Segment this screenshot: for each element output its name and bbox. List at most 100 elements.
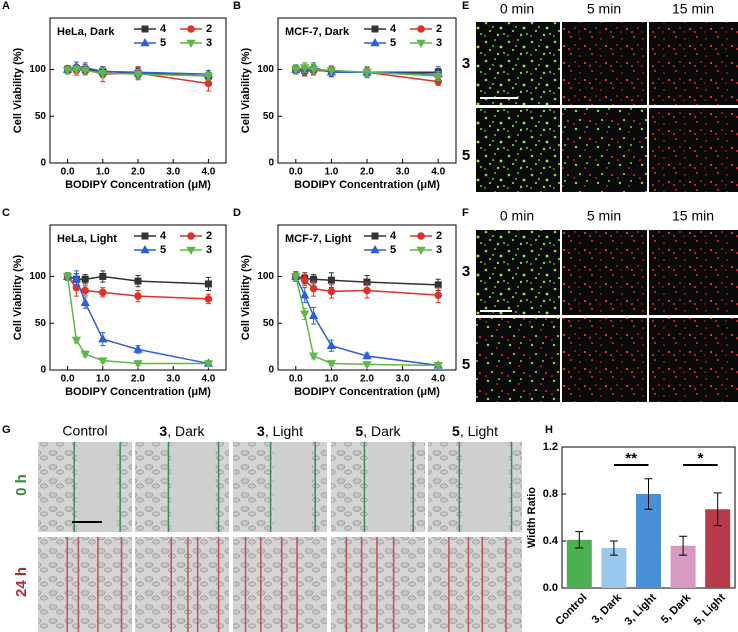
- y-tick-label: 100: [29, 271, 46, 282]
- legend-label: 4: [390, 230, 397, 242]
- data-point: [81, 275, 89, 283]
- image-panels: E 0 min 5 min 15 min 3 5 F 0 min 5 min 1…: [2, 0, 738, 597]
- panel-label: B: [233, 0, 241, 12]
- data-point: [71, 336, 82, 346]
- data-point: [434, 291, 443, 299]
- data-point: [308, 66, 319, 75]
- data-point: [71, 273, 82, 282]
- micrograph: [562, 230, 647, 315]
- x-tick-label: 2.0: [360, 167, 374, 178]
- data-point: [327, 287, 336, 296]
- error-bar: [644, 478, 653, 510]
- legend-label: 4: [390, 23, 397, 35]
- data-point: [433, 362, 443, 371]
- y-axis-label: Width Ratio: [526, 487, 538, 548]
- micrograph: [476, 22, 560, 105]
- x-tick-label: 4.0: [201, 167, 215, 178]
- x-tick-label: 3.0: [166, 167, 180, 178]
- data-point: [98, 357, 108, 366]
- panel-label: C: [2, 207, 10, 219]
- row-label: 3: [462, 263, 470, 280]
- series: [62, 272, 214, 369]
- data-point: [291, 66, 301, 75]
- x-tick-label: 4.0: [431, 167, 445, 178]
- row-label: 0 h: [13, 474, 30, 496]
- y-axis-label: Cell Viability (%): [12, 47, 24, 133]
- data-point: [204, 280, 212, 288]
- legend-label: 2: [436, 230, 442, 242]
- error-bar: [609, 540, 618, 556]
- x-tick-label: 4.0: [431, 374, 445, 385]
- legend-label: 4: [160, 23, 167, 35]
- data-point: [434, 281, 442, 289]
- x-axis-label: BODIPY Concentration (μM): [65, 386, 211, 398]
- row-label: 5: [462, 147, 470, 164]
- micrograph: [562, 22, 647, 105]
- legend-label: 5: [390, 244, 396, 256]
- column-header: 5 min: [587, 208, 621, 224]
- row-label: 3: [462, 55, 470, 72]
- legend-label: 3: [206, 244, 212, 256]
- data-point: [326, 67, 337, 76]
- x-tick-label: 1.0: [324, 374, 338, 385]
- x-axis-label: BODIPY Concentration (μM): [65, 179, 211, 191]
- legend-marker: [140, 37, 150, 47]
- legend-label: 3: [436, 244, 442, 256]
- column-header: 0 min: [500, 1, 534, 17]
- panel-label: F: [462, 207, 469, 219]
- scratch-area: [273, 442, 313, 532]
- data-point: [308, 352, 319, 361]
- panel-label: D: [233, 207, 241, 219]
- data-point: [433, 72, 443, 82]
- y-tick-label: 0: [40, 365, 46, 376]
- data-point: [300, 310, 310, 319]
- legend-marker: [186, 39, 196, 49]
- x-tick-label: 3.0: [166, 374, 180, 385]
- row-label: 24 h: [13, 567, 30, 597]
- data-point: [327, 276, 335, 284]
- y-axis-label: Cell Viability (%): [12, 254, 24, 340]
- legend-label: 4: [160, 230, 167, 242]
- micrograph: [476, 108, 560, 192]
- legend-label: 5: [160, 37, 166, 49]
- legend-marker: [187, 25, 195, 33]
- legend-marker: [371, 232, 379, 240]
- error-bar: [679, 535, 688, 556]
- data-point: [308, 310, 319, 320]
- y-axis-label: Cell Viability (%): [240, 254, 252, 340]
- data-point: [300, 290, 310, 299]
- y-tick-label: 100: [257, 64, 274, 75]
- data-point: [300, 276, 309, 284]
- micrograph: [649, 108, 738, 192]
- legend-marker: [417, 232, 425, 240]
- chart-title: MCF-7, Dark: [285, 26, 350, 38]
- data-point: [363, 286, 371, 295]
- x-tick-label: 0.0: [289, 167, 303, 178]
- data-point: [98, 69, 108, 79]
- micrograph: [476, 318, 560, 402]
- error-bar: [575, 531, 584, 549]
- column-header: 3, Dark: [159, 423, 205, 439]
- legend-label: 3: [206, 37, 212, 49]
- legend-marker: [417, 25, 425, 33]
- legend-marker: [370, 37, 380, 47]
- legend-marker: [371, 25, 379, 33]
- significance-label: *: [697, 450, 703, 467]
- micrograph: [428, 537, 522, 632]
- x-tick-label: 2.0: [131, 374, 145, 385]
- panel-label: G: [2, 424, 11, 436]
- column-header: 15 min: [672, 208, 714, 224]
- chart-title: HeLa, Light: [57, 233, 117, 245]
- y-tick-label: 0.0: [543, 582, 558, 594]
- legend-label: 5: [160, 244, 166, 256]
- micrograph: [135, 537, 229, 632]
- column-header: 15 min: [672, 1, 714, 17]
- scratch-area: [462, 442, 509, 532]
- legend-marker: [140, 244, 150, 254]
- legend-marker: [370, 244, 380, 254]
- series-line: [295, 276, 439, 367]
- x-tick-label: 2.0: [131, 167, 145, 178]
- data-point: [98, 334, 108, 343]
- x-tick-label: 0.0: [61, 167, 75, 178]
